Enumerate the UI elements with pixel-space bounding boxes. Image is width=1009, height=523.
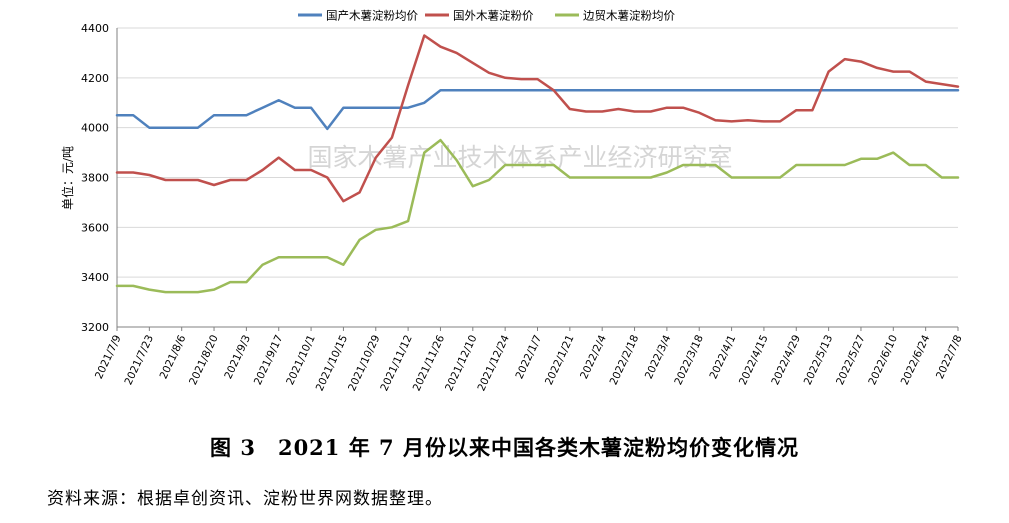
x-tick-label: 2021/9/17 [252, 333, 286, 387]
x-tick-label: 2021/9/3 [222, 333, 253, 381]
x-tick-label: 2022/4/1 [707, 333, 738, 381]
line-chart: 国产木薯淀粉均价 国外木薯淀粉价 边贸木薯淀粉均价 国家木薯产业技术体系产业经济研究… [60, 9, 965, 394]
x-tick-label: 2021/12/10 [443, 333, 479, 393]
x-tick-label: 2022/2/18 [608, 333, 642, 387]
x-tick-label: 2021/8/20 [187, 333, 221, 387]
y-tick-label: 4000 [81, 122, 109, 135]
x-tick-label: 2022/5/13 [802, 333, 836, 387]
x-tick-label: 2021/7/9 [93, 333, 124, 381]
x-tick-label: 2022/3/4 [643, 333, 674, 381]
x-tick-label: 2021/10/15 [314, 333, 350, 393]
x-tick-label: 2022/2/4 [578, 333, 609, 381]
x-tick-label: 2022/5/27 [834, 333, 868, 387]
x-tick-label: 2022/4/15 [737, 333, 771, 387]
series-line-2 [115, 34, 960, 203]
y-tick-labels: 3200 3400 3600 3800 4000 4200 4400 [81, 22, 109, 334]
x-tick-label: 2021/11/12 [378, 333, 414, 393]
x-tick-label: 2022/6/10 [866, 333, 900, 387]
y-axis-label: 单位：元/吨 [60, 146, 75, 210]
x-tick-label: 2021/10/29 [346, 333, 382, 393]
series-lines [115, 34, 960, 294]
x-tick-label: 2021/8/6 [158, 333, 189, 381]
y-tick-label: 3400 [81, 271, 109, 284]
legend-label: 边贸木薯淀粉均价 [583, 9, 675, 23]
y-tick-label: 3200 [81, 321, 109, 334]
x-tick-label: 2021/11/26 [411, 333, 448, 393]
watermark: 国家木薯产业技术体系产业经济研究室 [307, 143, 732, 172]
x-tick-label: 2022/7/8 [934, 333, 965, 381]
source-note: 资料来源：根据卓创资讯、淀粉世界网数据整理。 [47, 489, 443, 509]
x-tick-label: 2022/3/18 [672, 333, 706, 387]
x-tick-label: 2022/6/24 [899, 333, 933, 387]
x-tick-label: 2021/10/1 [284, 333, 318, 387]
series-line-3 [115, 138, 960, 294]
axes [116, 28, 959, 331]
x-tick-label: 2021/12/24 [475, 333, 512, 393]
series-line-1 [115, 89, 960, 131]
x-tick-label: 2022/1/21 [543, 333, 577, 387]
y-tick-label: 3800 [81, 172, 109, 185]
y-tick-label: 3600 [81, 221, 109, 234]
legend-label: 国外木薯淀粉价 [453, 9, 534, 23]
watermark-text: 国家木薯产业技术体系产业经济研究室 [307, 143, 732, 172]
y-tick-label: 4200 [81, 72, 109, 85]
x-tick-label: 2022/4/29 [769, 333, 803, 387]
x-tick-label: 2021/7/23 [122, 333, 156, 387]
legend: 国产木薯淀粉均价 国外木薯淀粉价 边贸木薯淀粉均价 [298, 9, 675, 23]
y-tick-label: 4400 [81, 22, 109, 35]
legend-label: 国产木薯淀粉均价 [326, 9, 418, 23]
figure-caption: 图 3 2021 年 7 月份以来中国各类木薯淀粉均价变化情况 [210, 435, 799, 460]
x-tick-label: 2022/1/7 [513, 333, 544, 381]
